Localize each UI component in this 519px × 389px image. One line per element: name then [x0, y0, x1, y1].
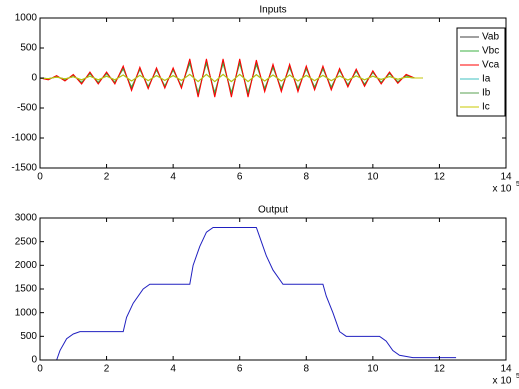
- y-tick-label: -1000: [11, 133, 37, 144]
- series-line: [40, 226, 457, 360]
- chart-title: Output: [258, 205, 288, 216]
- x-tick-label: 6: [237, 172, 243, 183]
- x-tick-label: 8: [304, 172, 310, 183]
- chart-title: Inputs: [259, 5, 286, 16]
- y-tick-label: 1000: [15, 13, 38, 24]
- x-tick-label: 0: [37, 172, 43, 183]
- x-scale-exponent: 5: [516, 181, 519, 188]
- x-tick-label: 12: [434, 172, 446, 183]
- x-scale-exponent: 5: [516, 373, 519, 380]
- legend-label: Vbc: [482, 46, 499, 57]
- y-tick-label: 2000: [15, 260, 38, 271]
- x-tick-label: 14: [500, 172, 512, 183]
- series-line: [40, 58, 423, 98]
- legend-label: Ib: [482, 88, 491, 99]
- y-tick-label: -1500: [11, 163, 37, 174]
- y-tick-label: 1000: [15, 307, 38, 318]
- x-scale-label: x 10: [493, 376, 512, 387]
- y-tick-label: 0: [31, 73, 37, 84]
- plot-area: [40, 18, 506, 168]
- y-tick-label: 500: [20, 43, 37, 54]
- plot-layer: [40, 226, 457, 360]
- x-scale-label: x 10: [493, 184, 512, 195]
- y-tick-label: 3000: [15, 213, 38, 224]
- legend-label: Ic: [482, 102, 490, 113]
- plot-area: [40, 218, 506, 360]
- x-tick-label: 4: [170, 172, 176, 183]
- x-tick-label: 4: [170, 364, 176, 375]
- x-tick-label: 0: [37, 364, 43, 375]
- legend-label: Vab: [482, 32, 499, 43]
- x-tick-label: 6: [237, 364, 243, 375]
- x-tick-label: 12: [434, 364, 446, 375]
- y-tick-label: 500: [20, 331, 37, 342]
- x-tick-label: 8: [304, 364, 310, 375]
- series-line: [40, 73, 423, 83]
- x-tick-label: 10: [367, 172, 379, 183]
- legend-label: Vca: [482, 60, 500, 71]
- y-tick-label: 0: [31, 355, 37, 366]
- x-tick-label: 14: [500, 364, 512, 375]
- x-tick-label: 10: [367, 364, 379, 375]
- legend-label: Ia: [482, 74, 491, 85]
- legend-box: [456, 27, 506, 117]
- y-tick-label: 1500: [15, 284, 38, 295]
- y-tick-label: -500: [17, 103, 37, 114]
- x-tick-label: 2: [104, 364, 110, 375]
- plot-layer: [40, 58, 423, 98]
- axes-frame: [39, 17, 507, 169]
- y-tick-label: 2500: [15, 236, 38, 247]
- x-tick-label: 2: [104, 172, 110, 183]
